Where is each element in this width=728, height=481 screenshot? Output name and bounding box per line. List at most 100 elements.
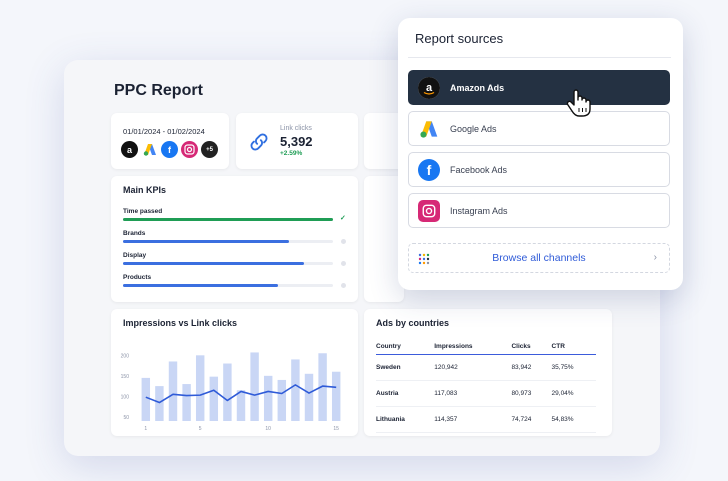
column-header[interactable]: Impressions (434, 337, 512, 355)
source-facebook-ads[interactable]: f Facebook Ads (408, 152, 670, 187)
table-row[interactable]: Lithuania 114,357 74,724 54,83% (376, 406, 596, 433)
partial-card-2 (364, 176, 404, 302)
impressions-bar[interactable] (236, 390, 246, 421)
source-google-ads[interactable]: Google Ads (408, 111, 670, 146)
source-label: Amazon Ads (450, 82, 505, 93)
table-cell: 80,973 (511, 380, 552, 407)
impressions-bar[interactable] (223, 363, 232, 421)
amazon-icon: a (418, 76, 440, 99)
column-header[interactable]: Country (376, 337, 435, 355)
column-header[interactable]: Clicks (511, 337, 552, 355)
impressions-bar[interactable] (209, 376, 219, 421)
table-cell: Austria (376, 380, 435, 407)
link-icon (250, 133, 268, 151)
main-kpis-card: Main KPIs Time passed ✓ Brands Display Produ… (111, 176, 358, 302)
table-cell: 35,75% (551, 354, 596, 381)
link-clicks-card: Link clicks 5,392 +2.59% (236, 113, 358, 169)
link-clicks-label: Link clicks (280, 125, 312, 132)
table-cell: 114,357 (434, 406, 512, 433)
table-cell: 54,83% (551, 406, 596, 433)
impressions-bar[interactable] (155, 386, 164, 421)
impressions-bar[interactable] (291, 359, 300, 421)
table-cell: 74,724 (511, 406, 552, 433)
impressions-bar[interactable] (195, 355, 205, 421)
main-kpis-title: Main KPIs (123, 185, 167, 195)
partial-card (364, 113, 404, 169)
date-range[interactable]: 01/01/2024 - 01/02/2024 (123, 127, 205, 136)
countries-table: Country Impressions Clicks CTR Sweden 120,94… (376, 337, 596, 433)
browse-all-channels-button[interactable]: Browse all channels › (408, 243, 670, 273)
kpi-progress-bar (123, 262, 333, 265)
table-cell: 83,942 (511, 354, 552, 381)
table-header-row: Country Impressions Clicks CTR (376, 337, 596, 355)
impressions-bar[interactable] (331, 371, 341, 421)
impressions-bar[interactable] (263, 375, 273, 421)
check-icon: ✓ (340, 215, 346, 222)
impressions-chart-card: Impressions vs Link clicks 50 100 150 200 1 5… (111, 309, 358, 436)
grid-icon (418, 253, 430, 265)
kpi-label: Products (123, 274, 152, 281)
y-tick-label: 200 (121, 353, 130, 359)
kpi-progress-fill (123, 240, 289, 243)
source-label: Google Ads (450, 123, 497, 134)
table-cell: 120,942 (434, 354, 512, 381)
impressions-bar[interactable] (250, 352, 259, 421)
kpi-progress-fill (123, 218, 333, 221)
source-label: Facebook Ads (450, 164, 508, 175)
link-clicks-line (145, 384, 337, 404)
impressions-bar[interactable] (277, 379, 287, 421)
column-header[interactable]: CTR (551, 337, 596, 355)
kpi-status-dot (341, 261, 346, 266)
source-amazon-ads[interactable]: a Amazon Ads (408, 70, 670, 105)
source-instagram-ads[interactable]: Instagram Ads (408, 193, 670, 228)
impressions-bar[interactable] (141, 377, 151, 421)
table-cell: Sweden (376, 354, 435, 381)
google-ads-icon (141, 141, 158, 158)
page-title: PPC Report (114, 82, 203, 99)
browse-all-channels-label: Browse all channels (492, 252, 586, 264)
amazon-icon: a (121, 141, 138, 158)
table-body: Sweden 120,942 83,942 35,75% Austria 117,083 8… (376, 354, 596, 433)
google-ads-icon (418, 118, 440, 140)
kpi-status-dot (341, 239, 346, 244)
table-cell: 117,083 (434, 380, 512, 407)
instagram-icon (181, 141, 198, 158)
x-tick-label: 15 (333, 426, 339, 432)
impressions-bar[interactable] (168, 361, 178, 421)
y-tick-label: 150 (121, 374, 130, 380)
facebook-icon: f (161, 141, 178, 158)
x-tick-label: 1 (144, 426, 147, 432)
table-row[interactable]: Austria 117,083 80,973 29,04% (376, 380, 596, 407)
kpi-label: Display (123, 252, 147, 259)
hand-cursor-icon (566, 89, 591, 117)
kpi-status-dot (341, 283, 346, 288)
x-tick-label: 10 (265, 426, 271, 432)
table-cell: Lithuania (376, 406, 435, 433)
kpi-progress-fill (123, 284, 279, 287)
kpi-progress-bar (123, 218, 333, 221)
table-cell: 29,04% (551, 380, 596, 407)
kpi-progress-fill (123, 262, 304, 265)
table-row[interactable]: Sweden 120,942 83,942 35,75% (376, 354, 596, 381)
report-sources-panel: Report sources a Amazon Ads Google Ads f… (398, 18, 683, 290)
more-sources-badge[interactable]: +5 (201, 141, 218, 158)
link-clicks-value: 5,392 (280, 134, 313, 149)
chevron-right-icon: › (653, 252, 657, 263)
kpi-progress-bar (123, 240, 333, 243)
kpi-label: Time passed (123, 208, 163, 215)
impressions-bar[interactable] (182, 384, 191, 421)
impressions-bar[interactable] (304, 373, 314, 421)
kpi-label: Brands (123, 230, 146, 237)
x-tick-label: 5 (199, 426, 202, 432)
link-clicks-delta: +2.59% (280, 150, 303, 157)
ads-by-countries-card: Ads by countries Country Impressions Click… (364, 309, 612, 436)
chart-title: Impressions vs Link clicks (123, 318, 238, 328)
impressions-bar[interactable] (318, 353, 327, 421)
source-icons: a f +5 (121, 141, 218, 158)
svg-text:a: a (426, 82, 433, 94)
kpi-progress-bar (123, 284, 333, 287)
y-tick-label: 100 (121, 394, 130, 400)
date-sources-card: 01/01/2024 - 01/02/2024 a f +5 (111, 113, 229, 169)
divider (408, 57, 671, 58)
